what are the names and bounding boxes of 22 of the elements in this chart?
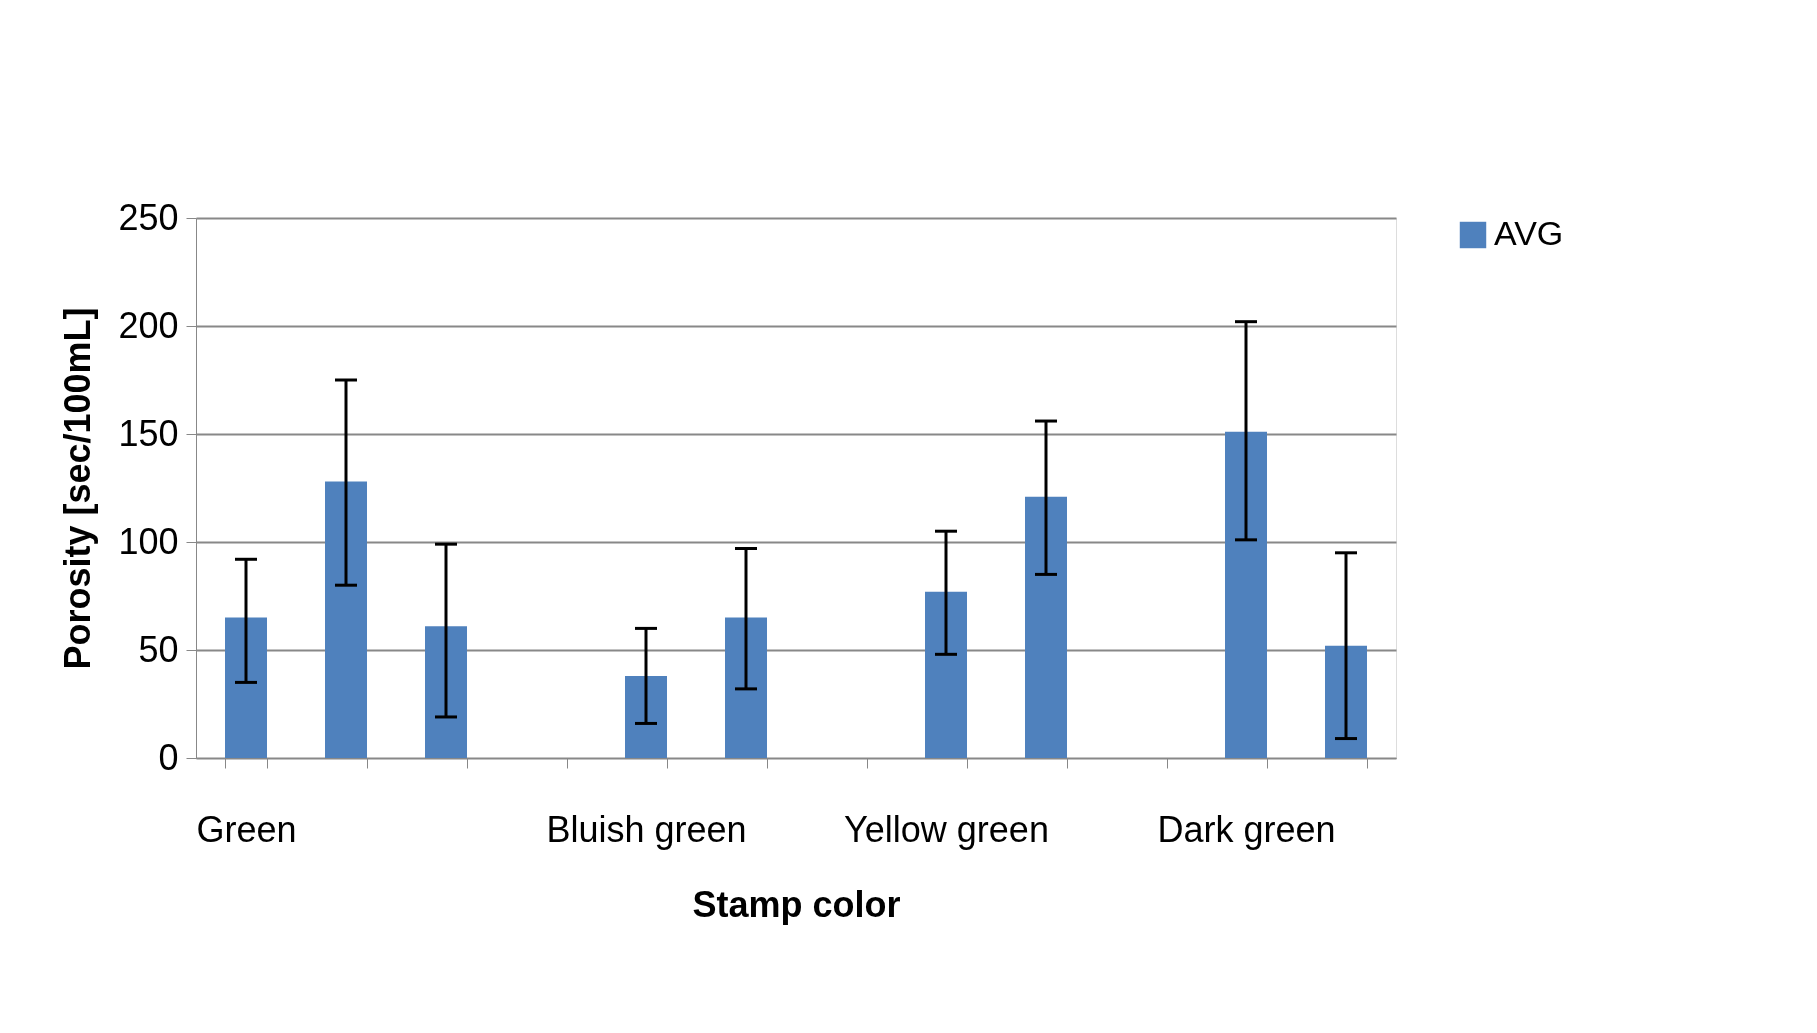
x-tick-label: Dark green [1157, 808, 1336, 850]
bar [325, 481, 367, 758]
bar [1325, 645, 1367, 758]
bar [1225, 431, 1267, 758]
bar [725, 617, 767, 758]
bar [925, 591, 967, 758]
y-tick-label: 200 [118, 304, 179, 346]
x-tick-label: Bluish green [546, 808, 747, 850]
bar [625, 675, 667, 758]
y-tick-label: 150 [118, 412, 179, 454]
x-tick-label: Green [196, 808, 297, 850]
bar [1025, 496, 1067, 758]
bar [425, 626, 467, 758]
bar [225, 617, 267, 758]
y-tick-label: 250 [118, 196, 179, 238]
y-tick-label: 50 [138, 628, 179, 670]
x-axis-title: Stamp color [692, 883, 901, 925]
legend-label: AVG [1494, 214, 1564, 252]
y-tick-label: 0 [158, 736, 179, 778]
x-tick-label: Yellow green [844, 808, 1049, 850]
y-axis-title: Porosity [sec/100mL] [57, 307, 99, 670]
y-tick-label: 100 [118, 520, 179, 562]
